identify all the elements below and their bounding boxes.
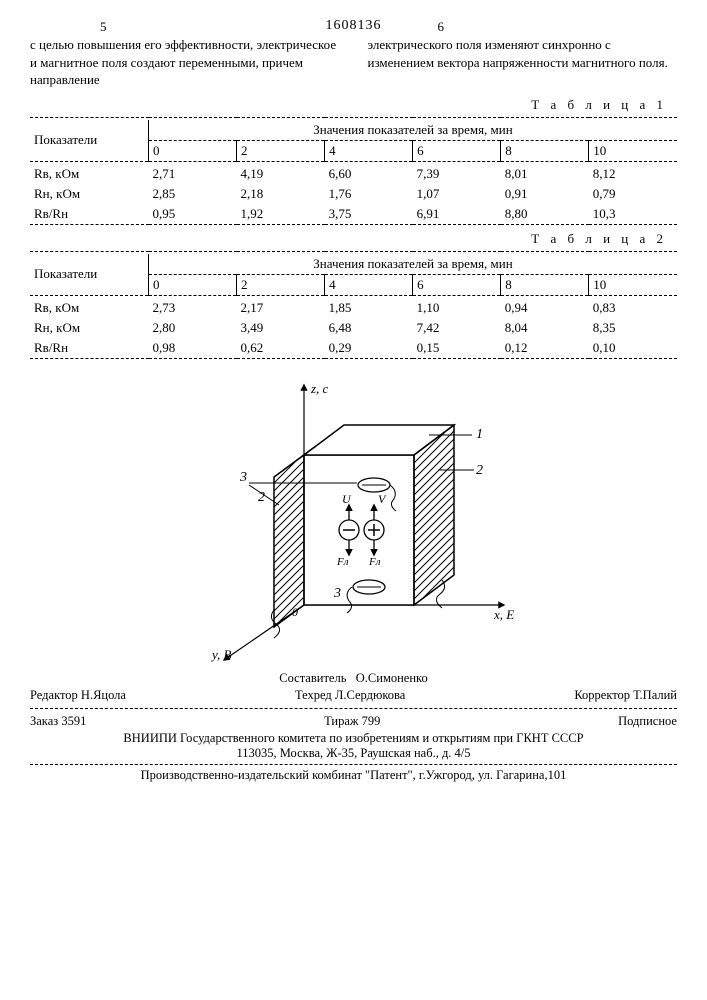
table-row-label: Rв, кОм bbox=[30, 298, 149, 318]
axis-y-label: y, B⃗ bbox=[210, 647, 242, 662]
org-line: ВНИИПИ Государственного комитета по изоб… bbox=[30, 731, 677, 746]
table1: Показатели Значения показателей за время… bbox=[30, 117, 677, 227]
compiler: О.Симоненко bbox=[356, 671, 428, 685]
table-cell: 2,71 bbox=[149, 164, 237, 184]
label-2b: 2 bbox=[258, 490, 265, 505]
label-3: 3 bbox=[239, 470, 247, 485]
table-cell: 0,79 bbox=[589, 184, 677, 204]
order: 3591 bbox=[61, 714, 86, 728]
table-cell: 7,39 bbox=[413, 164, 501, 184]
table1-t2: 4 bbox=[325, 140, 413, 161]
table-row-label: Rн, кОм bbox=[30, 184, 149, 204]
table-cell: 1,07 bbox=[413, 184, 501, 204]
table-cell: 0,94 bbox=[501, 298, 589, 318]
label-3b: 3 bbox=[333, 586, 341, 601]
table2-t5: 10 bbox=[589, 274, 677, 295]
table1-t4: 8 bbox=[501, 140, 589, 161]
table-row-label: Rв/Rн bbox=[30, 204, 149, 225]
table-cell: 0,91 bbox=[501, 184, 589, 204]
table-cell: 0,62 bbox=[237, 338, 325, 359]
axis-z-label: z, c⃗ bbox=[310, 381, 338, 396]
table-row-label: Rн, кОм bbox=[30, 318, 149, 338]
table-cell: 2,80 bbox=[149, 318, 237, 338]
table-cell: 2,17 bbox=[237, 298, 325, 318]
label-1: 1 bbox=[476, 427, 483, 442]
table1-t0: 0 bbox=[149, 140, 237, 161]
footer: Составитель О.Симоненко Редактор Н.Яцола… bbox=[30, 671, 677, 783]
table1-t5: 10 bbox=[589, 140, 677, 161]
table2-t2: 4 bbox=[325, 274, 413, 295]
table-row-label: Rв/Rн bbox=[30, 338, 149, 359]
techred: Л.Сердюкова bbox=[335, 688, 405, 702]
table-cell: 1,92 bbox=[237, 204, 325, 225]
table2-label: Т а б л и ц а 2 bbox=[30, 231, 667, 247]
table1-spanheader: Значения показателей за время, мин bbox=[313, 122, 512, 137]
table-cell: 0,15 bbox=[413, 338, 501, 359]
table-cell: 8,80 bbox=[501, 204, 589, 225]
table-cell: 2,18 bbox=[237, 184, 325, 204]
table-cell: 0,83 bbox=[589, 298, 677, 318]
corrector-label: Корректор bbox=[574, 688, 630, 702]
axis-x-label: x, E⃗ bbox=[493, 607, 524, 622]
col-num-right: 6 bbox=[438, 18, 445, 36]
table-cell: 2,85 bbox=[149, 184, 237, 204]
table1-label: Т а б л и ц а 1 bbox=[30, 97, 667, 113]
table-cell: 10,3 bbox=[589, 204, 677, 225]
printer-line: Производственно-издательский комбинат "П… bbox=[30, 768, 677, 783]
table-cell: 8,35 bbox=[589, 318, 677, 338]
table-cell: 8,12 bbox=[589, 164, 677, 184]
col-left-text: с целью повышения его эффективности, эле… bbox=[30, 37, 336, 87]
table2-t3: 6 bbox=[413, 274, 501, 295]
table-cell: 8,01 bbox=[501, 164, 589, 184]
table-cell: 0,95 bbox=[149, 204, 237, 225]
vec-u: U⃗ bbox=[342, 492, 360, 506]
tirage: 799 bbox=[362, 714, 381, 728]
table-cell: 0,29 bbox=[325, 338, 413, 359]
table-cell: 1,85 bbox=[325, 298, 413, 318]
table-cell: 0,12 bbox=[501, 338, 589, 359]
figure: z, c⃗ x, E⃗ y, B⃗ 0 1 2 3 2 3 U⃗ V⃗ Fл F… bbox=[30, 375, 677, 665]
table2-t0: 0 bbox=[149, 274, 237, 295]
force-r: Fл bbox=[368, 556, 381, 568]
table1-colheader: Показатели bbox=[34, 132, 97, 147]
table1-t1: 2 bbox=[237, 140, 325, 161]
table1-t3: 6 bbox=[413, 140, 501, 161]
compiler-label: Составитель bbox=[279, 671, 346, 685]
vec-v: V⃗ bbox=[378, 492, 395, 506]
table-cell: 3,49 bbox=[237, 318, 325, 338]
table-cell: 0,10 bbox=[589, 338, 677, 359]
order-label: Заказ bbox=[30, 714, 58, 728]
force-l: Fл bbox=[336, 556, 349, 568]
table-cell: 1,10 bbox=[413, 298, 501, 318]
table-cell: 4,19 bbox=[237, 164, 325, 184]
col-num-left: 5 bbox=[100, 18, 107, 36]
table-cell: 8,04 bbox=[501, 318, 589, 338]
table2-t1: 2 bbox=[237, 274, 325, 295]
table2-t4: 8 bbox=[501, 274, 589, 295]
table-cell: 6,48 bbox=[325, 318, 413, 338]
label-2: 2 bbox=[476, 463, 483, 478]
corrector: Т.Палий bbox=[633, 688, 677, 702]
editor: Н.Яцола bbox=[81, 688, 126, 702]
editor-label: Редактор bbox=[30, 688, 78, 702]
table2: Показатели Значения показателей за время… bbox=[30, 251, 677, 361]
table-cell: 6,60 bbox=[325, 164, 413, 184]
text-columns: 5 с целью повышения его эффективности, э… bbox=[30, 36, 677, 89]
col-right-text: электрического поля изменяют синхронно с… bbox=[368, 37, 668, 70]
table-cell: 2,73 bbox=[149, 298, 237, 318]
table-cell: 6,91 bbox=[413, 204, 501, 225]
table2-spanheader: Значения показателей за время, мин bbox=[313, 256, 512, 271]
techred-label: Техред bbox=[295, 688, 332, 702]
addr-line: 113035, Москва, Ж-35, Раушская наб., д. … bbox=[30, 746, 677, 761]
tirage-label: Тираж bbox=[324, 714, 358, 728]
table-cell: 7,42 bbox=[413, 318, 501, 338]
patent-number: 1608136 bbox=[30, 18, 677, 34]
subscription: Подписное bbox=[618, 714, 677, 729]
origin-label: 0 bbox=[292, 605, 298, 619]
table-row-label: Rв, кОм bbox=[30, 164, 149, 184]
table2-colheader: Показатели bbox=[34, 266, 97, 281]
table-cell: 3,75 bbox=[325, 204, 413, 225]
table-cell: 0,98 bbox=[149, 338, 237, 359]
table-cell: 1,76 bbox=[325, 184, 413, 204]
